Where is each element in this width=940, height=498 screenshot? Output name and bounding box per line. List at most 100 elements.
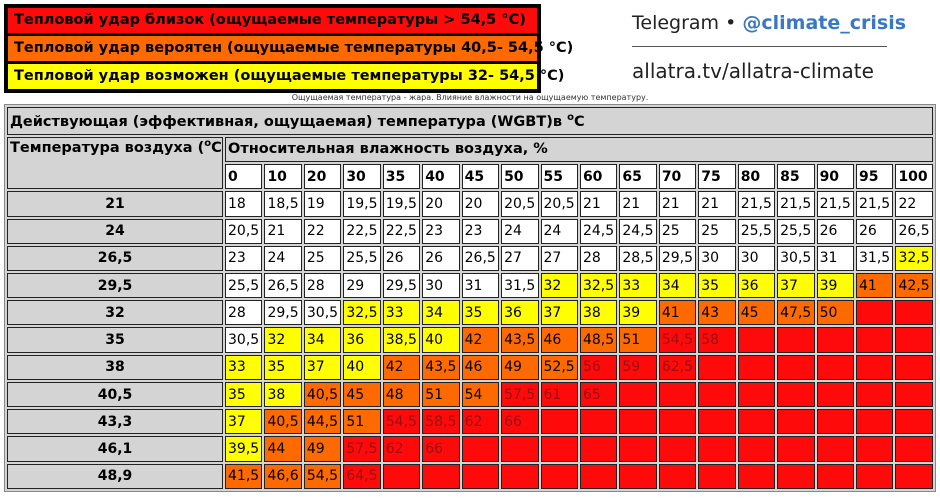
value-cell [501,436,539,462]
value-cell: 46,6 [264,463,302,489]
value-cell: 26,5 [895,218,933,244]
temperature-label: 40,5 [7,381,223,408]
value-cell: 48,5 [579,327,618,353]
value-cell: 26,5 [461,245,500,271]
value-cell: 38,5 [382,327,421,353]
value-cell: 24 [540,218,578,244]
value-cell: 37 [540,300,578,326]
value-cell: 46 [540,327,578,353]
humidity-label: 80 [737,164,776,190]
data-row: 21 18 18,5 19 19,5 19,5 20 20 20,5 20,5 21 21 21 21 21… [7,191,933,217]
humidity-label: 70 [658,164,697,190]
value-cell: 54 [461,381,500,408]
site-link: allatra.tv/allatra-climate [632,59,874,83]
value-cell: 30 [737,245,776,271]
value-cell [698,381,736,408]
value-cell [698,463,736,489]
value-cell [737,381,776,408]
value-cell: 34 [422,300,460,326]
value-cell [777,409,815,435]
value-cell: 19 [303,191,342,217]
value-cell: 21 [579,191,618,217]
value-cell: 20,5 [225,218,263,244]
value-cell: 31 [816,245,854,271]
value-cell: 23 [422,218,460,244]
value-cell: 40 [343,354,381,380]
value-cell: 24 [501,218,539,244]
data-row: 29,5 25,5 26,5 28 29 29,5 30 31 31,5 32 32,5 33 34 35… [7,272,933,299]
value-cell: 18 [225,191,263,217]
temperature-label: 48,9 [7,463,223,489]
humidity-label: 30 [343,164,381,190]
header-row: Температура воздуха (oC)Относительная вл… [7,136,933,190]
value-cell [540,436,578,462]
value-cell: 40 [422,327,460,353]
value-cell: 56 [579,354,618,380]
value-cell: 25,5 [225,272,263,299]
value-cell: 59 [619,354,657,380]
temperature-label: 32 [7,300,223,326]
value-cell [737,436,776,462]
value-cell: 28 [225,300,263,326]
value-cell: 30,5 [303,300,342,326]
heat-table: Действующая (эффективная, ощущаемая) тем… [4,104,936,492]
value-cell: 24 [264,245,302,271]
text-part: Температура воздуха ( [10,139,205,156]
humidity-label: 90 [816,164,854,190]
data-row: 38 33 35 37 40 42 43,5 46 49 52,5 56 59 62,5 [7,354,933,380]
temperature-label: 38 [7,354,223,380]
value-cell: 25,5 [737,218,776,244]
value-cell: 28 [579,245,618,271]
value-cell: 33 [225,354,263,380]
value-cell: 21,5 [737,191,776,217]
value-cell: 32,5 [579,272,618,299]
value-cell: 40,5 [303,381,342,408]
value-cell: 18,5 [264,191,302,217]
value-cell [737,354,776,380]
value-cell: 32,5 [343,300,381,326]
value-cell: 35 [225,381,263,408]
value-cell: 43,5 [422,354,460,380]
value-cell: 62,5 [658,354,697,380]
value-cell [579,463,618,489]
value-cell [619,463,657,489]
value-cell: 30 [422,272,460,299]
humidity-label: 50 [501,164,539,190]
text-part: o [204,137,212,149]
value-cell: 45 [343,381,381,408]
value-cell [895,463,933,489]
value-cell: 50 [816,300,854,326]
value-cell: 25 [698,218,736,244]
legend-item: Тепловой удар вероятен (ощущаемые темпер… [7,35,573,62]
value-cell: 42,5 [895,272,933,299]
value-cell: 25 [303,245,342,271]
temperature-label: 26,5 [7,245,223,271]
value-cell: 43 [698,300,736,326]
legend: Тепловой удар близок (ощущаемые температ… [4,4,573,93]
value-cell [777,436,815,462]
value-cell: 22 [303,218,342,244]
value-cell [698,354,736,380]
humidity-label: 95 [856,164,894,190]
value-cell [619,409,657,435]
text-part: o [567,111,574,123]
value-cell [579,436,618,462]
value-cell: 31,5 [856,245,894,271]
value-cell [658,409,697,435]
value-cell: 44,5 [303,409,342,435]
value-cell: 29 [343,272,381,299]
value-cell: 36 [501,300,539,326]
value-cell: 38 [264,381,302,408]
value-cell: 39,5 [225,436,263,462]
value-cell: 57,5 [343,436,381,462]
value-cell [382,463,421,489]
value-cell: 22,5 [343,218,381,244]
data-row: 32 28 29,5 30,5 32,5 33 34 35 36 37 38 39 41 43 45 47,5… [7,300,933,326]
humidity-label: 85 [777,164,815,190]
temperature-label: 24 [7,218,223,244]
value-cell [737,409,776,435]
value-cell: 54,5 [303,463,342,489]
data-row: 48,9 41,5 46,6 54,5 64,5 [7,463,933,489]
value-cell: 48 [382,381,421,408]
